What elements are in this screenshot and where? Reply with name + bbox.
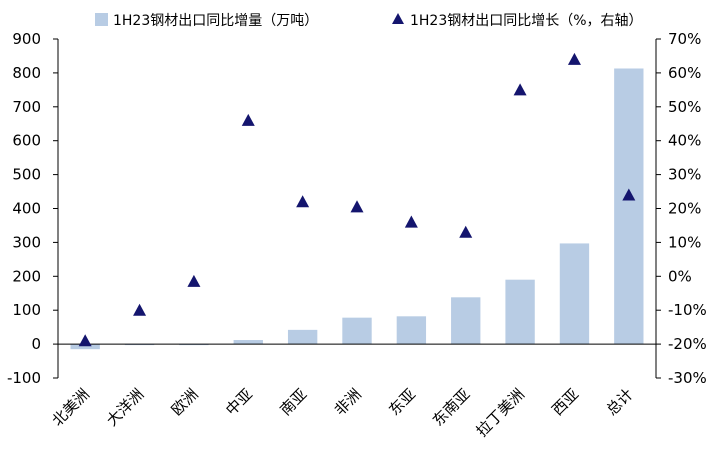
left-tick-label-7: 600 [12, 132, 41, 150]
triangle-4 [296, 195, 310, 208]
bar-6 [396, 316, 427, 345]
right-tick-label-3: 0% [668, 267, 692, 285]
category-label-7: 东南亚 [429, 385, 474, 430]
category-label-1: 大洋洲 [103, 385, 148, 430]
triangle-10 [622, 188, 636, 201]
triangle-2 [187, 274, 201, 287]
category-label-3: 中亚 [222, 385, 256, 419]
right-tick-label-0: -30% [668, 369, 707, 387]
bar-7 [451, 297, 481, 345]
right-tick-label-7: 40% [668, 132, 701, 150]
left-tick-label-8: 700 [12, 98, 41, 116]
category-label-8: 拉丁美洲 [473, 385, 528, 440]
bar-9 [559, 243, 590, 345]
triangle-6 [404, 215, 418, 228]
legend-bar-swatch [95, 13, 108, 26]
right-tick-label-10: 70% [668, 30, 701, 48]
right-tick-label-2: -10% [668, 301, 707, 319]
triangle-5 [350, 200, 364, 213]
triangle-7 [459, 225, 473, 238]
category-label-0: 北美洲 [48, 385, 93, 430]
left-tick-label-4: 300 [12, 233, 41, 251]
legend-bar-label: 1H23钢材出口同比增量（万吨） [113, 13, 318, 29]
category-label-10: 总计 [603, 385, 637, 419]
legend-triangle-marker [392, 13, 404, 24]
bar-3 [233, 340, 263, 345]
category-label-6: 东亚 [385, 385, 419, 419]
triangle-0 [78, 334, 92, 347]
left-tick-label-10: 900 [12, 30, 41, 48]
triangle-3 [241, 113, 255, 126]
bar-2 [179, 344, 209, 346]
category-label-5: 非洲 [331, 385, 365, 419]
right-tick-label-4: 10% [668, 233, 701, 251]
bar-5 [342, 317, 372, 345]
category-label-2: 欧洲 [168, 385, 202, 419]
triangle-8 [513, 83, 527, 96]
triangle-1 [133, 303, 147, 316]
left-tick-label-9: 800 [12, 64, 41, 82]
left-tick-label-0: -100 [7, 369, 41, 387]
right-tick-label-1: -20% [668, 335, 707, 353]
bar-8 [505, 279, 535, 345]
right-tick-label-9: 60% [668, 64, 701, 82]
bar-10 [614, 68, 644, 345]
left-tick-label-6: 500 [12, 166, 41, 184]
legend-triangle-label: 1H23钢材出口同比增长（%，右轴） [410, 13, 643, 29]
bar-4 [287, 329, 318, 345]
bar-0 [70, 344, 100, 350]
category-label-4: 南亚 [277, 385, 311, 419]
left-tick-label-2: 100 [12, 301, 41, 319]
category-label-9: 西亚 [548, 385, 582, 419]
left-tick-label-5: 400 [12, 200, 41, 218]
legend: 1H23钢材出口同比增量（万吨） 1H23钢材出口同比增长（%，右轴） [95, 13, 643, 29]
left-tick-label-1: 0 [31, 335, 41, 353]
right-tick-label-5: 20% [668, 200, 701, 218]
right-tick-label-6: 30% [668, 166, 701, 184]
triangle-9 [567, 52, 581, 65]
right-tick-label-8: 50% [668, 98, 701, 116]
plot-area: -100 0 100 200 300 400 500 600 700 800 900 -30% -20%… [7, 30, 707, 440]
left-tick-label-3: 200 [12, 267, 41, 285]
